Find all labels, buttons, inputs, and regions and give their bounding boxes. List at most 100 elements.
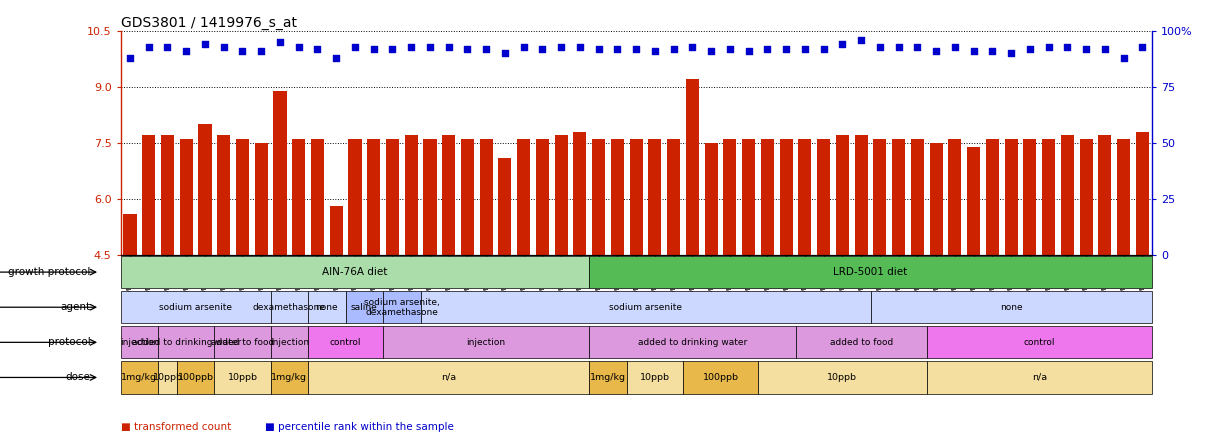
- Point: [627, 45, 646, 52]
- Point: [964, 48, 983, 55]
- Text: injection: injection: [270, 338, 309, 347]
- Text: sodium arsenite: sodium arsenite: [159, 303, 232, 312]
- Point: [158, 43, 177, 50]
- Text: added to food: added to food: [830, 338, 892, 347]
- Bar: [274, 91, 287, 254]
- Bar: [349, 139, 362, 254]
- Bar: [384, 326, 590, 358]
- Point: [702, 48, 721, 55]
- Point: [233, 48, 252, 55]
- Point: [908, 43, 927, 50]
- Point: [777, 45, 796, 52]
- Point: [402, 43, 421, 50]
- Point: [833, 41, 853, 48]
- Point: [270, 39, 289, 46]
- Point: [757, 45, 777, 52]
- Point: [795, 45, 814, 52]
- Bar: [308, 361, 590, 394]
- Bar: [121, 326, 158, 358]
- Point: [889, 43, 908, 50]
- Text: LRD-5001 diet: LRD-5001 diet: [833, 267, 908, 277]
- Bar: [535, 139, 549, 254]
- Point: [252, 48, 271, 55]
- Bar: [158, 326, 215, 358]
- Bar: [254, 143, 268, 254]
- Bar: [592, 139, 605, 254]
- Bar: [215, 361, 270, 394]
- Text: control: control: [1024, 338, 1055, 347]
- Bar: [199, 124, 211, 254]
- Point: [382, 45, 402, 52]
- Bar: [123, 214, 136, 254]
- Bar: [308, 326, 384, 358]
- Text: n/a: n/a: [1031, 373, 1047, 382]
- Text: dexamethasone: dexamethasone: [253, 303, 326, 312]
- Text: 100ppb: 100ppb: [703, 373, 738, 382]
- Bar: [236, 139, 248, 254]
- Text: 1mg/kg: 1mg/kg: [590, 373, 626, 382]
- Point: [608, 45, 627, 52]
- Bar: [517, 139, 531, 254]
- Bar: [121, 256, 590, 288]
- Bar: [590, 326, 796, 358]
- Bar: [461, 139, 474, 254]
- Text: ■ percentile rank within the sample: ■ percentile rank within the sample: [265, 422, 455, 432]
- Bar: [796, 326, 926, 358]
- Text: agent: agent: [60, 302, 90, 312]
- Bar: [443, 135, 455, 254]
- Text: none: none: [1000, 303, 1023, 312]
- Bar: [611, 139, 624, 254]
- Point: [720, 45, 739, 52]
- Bar: [911, 139, 924, 254]
- Bar: [724, 139, 737, 254]
- Bar: [270, 361, 308, 394]
- Point: [739, 48, 759, 55]
- Bar: [686, 79, 699, 254]
- Point: [458, 45, 478, 52]
- Point: [1095, 45, 1114, 52]
- Bar: [329, 206, 343, 254]
- Bar: [704, 143, 718, 254]
- Bar: [873, 139, 886, 254]
- Text: n/a: n/a: [441, 373, 456, 382]
- Bar: [1005, 139, 1018, 254]
- Point: [871, 43, 890, 50]
- Bar: [555, 135, 568, 254]
- Bar: [308, 291, 346, 323]
- Bar: [215, 326, 270, 358]
- Text: 10ppb: 10ppb: [152, 373, 182, 382]
- Point: [946, 43, 965, 50]
- Bar: [217, 135, 230, 254]
- Bar: [158, 361, 177, 394]
- Bar: [1136, 131, 1149, 254]
- Bar: [121, 361, 158, 394]
- Text: 10ppb: 10ppb: [640, 373, 669, 382]
- Text: dose: dose: [66, 373, 90, 382]
- Text: 10ppb: 10ppb: [228, 373, 257, 382]
- Bar: [590, 361, 627, 394]
- Bar: [761, 139, 774, 254]
- Text: 1mg/kg: 1mg/kg: [271, 373, 308, 382]
- Point: [215, 43, 234, 50]
- Text: AIN-76A diet: AIN-76A diet: [322, 267, 387, 277]
- Point: [1077, 45, 1096, 52]
- Point: [345, 43, 364, 50]
- Text: saline: saline: [351, 303, 377, 312]
- Point: [176, 48, 195, 55]
- Bar: [311, 139, 324, 254]
- Bar: [926, 361, 1152, 394]
- Point: [814, 45, 833, 52]
- Point: [439, 43, 458, 50]
- Point: [364, 45, 384, 52]
- Bar: [121, 291, 270, 323]
- Point: [139, 43, 158, 50]
- Point: [1132, 43, 1152, 50]
- Bar: [683, 361, 759, 394]
- Text: 1mg/kg: 1mg/kg: [122, 373, 157, 382]
- Bar: [498, 158, 511, 254]
- Text: growth protocol: growth protocol: [8, 267, 90, 277]
- Bar: [627, 361, 683, 394]
- Bar: [1061, 135, 1073, 254]
- Point: [851, 36, 871, 44]
- Point: [496, 50, 515, 57]
